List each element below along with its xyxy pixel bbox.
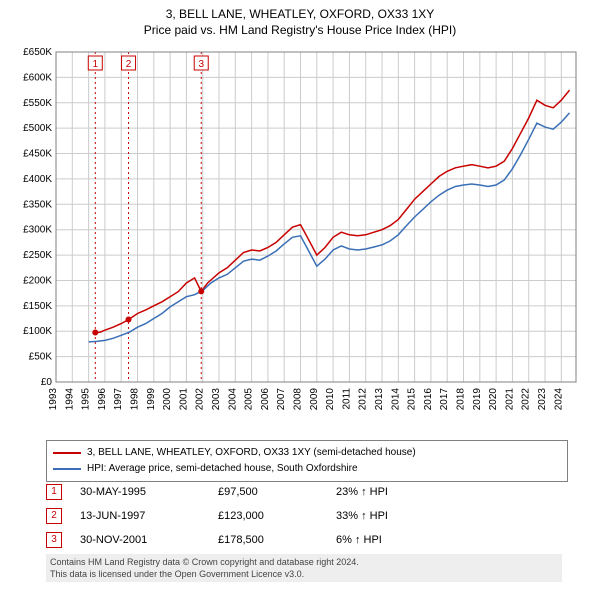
svg-text:1999: 1999 [146,388,157,411]
svg-text:2011: 2011 [341,388,352,410]
svg-text:£500K: £500K [23,123,52,134]
sale-row: 1 30-MAY-1995 £97,500 23% ↑ HPI [46,480,554,504]
svg-text:1: 1 [93,59,99,70]
legend: 3, BELL LANE, WHEATLEY, OXFORD, OX33 1XY… [46,440,568,482]
svg-text:1993: 1993 [48,388,59,411]
svg-text:1996: 1996 [97,388,108,411]
svg-text:£150K: £150K [23,301,52,312]
svg-text:1997: 1997 [113,388,124,411]
svg-text:2000: 2000 [162,388,173,411]
svg-text:1995: 1995 [81,388,92,411]
svg-text:2020: 2020 [488,388,499,411]
footer: Contains HM Land Registry data © Crown c… [46,554,562,582]
sale-diff: 23% ↑ HPI [336,486,456,498]
svg-text:£300K: £300K [23,225,52,236]
sale-date: 30-MAY-1995 [80,486,200,498]
sale-marker: 3 [46,532,62,548]
legend-swatch [53,452,81,454]
svg-text:£0: £0 [41,377,53,388]
legend-row: 3, BELL LANE, WHEATLEY, OXFORD, OX33 1XY… [53,445,561,461]
sale-diff: 6% ↑ HPI [336,534,456,546]
svg-text:2008: 2008 [293,388,304,411]
svg-text:2001: 2001 [178,388,189,411]
svg-text:2019: 2019 [472,388,483,411]
svg-text:1994: 1994 [64,388,75,411]
legend-row: HPI: Average price, semi-detached house,… [53,461,561,477]
svg-text:2013: 2013 [374,388,385,411]
svg-text:£100K: £100K [23,326,52,337]
sale-price: £178,500 [218,534,318,546]
sale-marker: 2 [46,508,62,524]
svg-text:2015: 2015 [407,388,418,411]
title-line1: 3, BELL LANE, WHEATLEY, OXFORD, OX33 1XY [0,6,600,22]
chart-area: £0 £50K £100K £150K £200K £250K £300K £350K £400… [10,44,590,434]
svg-text:2007: 2007 [276,388,287,411]
svg-text:2012: 2012 [358,388,369,411]
sale-date: 13-JUN-1997 [80,510,200,522]
svg-text:£250K: £250K [23,250,52,261]
svg-text:2003: 2003 [211,388,222,411]
sale-marker: 1 [46,484,62,500]
svg-text:2002: 2002 [195,388,206,411]
svg-text:2018: 2018 [456,388,467,411]
svg-text:2024: 2024 [553,388,564,411]
svg-text:£400K: £400K [23,174,52,185]
svg-text:2005: 2005 [244,388,255,411]
footer-line1: Contains HM Land Registry data © Crown c… [50,556,558,568]
chart-title: 3, BELL LANE, WHEATLEY, OXFORD, OX33 1XY… [0,0,600,38]
svg-text:2: 2 [126,59,132,70]
svg-text:1998: 1998 [130,388,141,411]
svg-text:2021: 2021 [504,388,515,411]
svg-text:2004: 2004 [227,388,238,411]
chart-svg: £0 £50K £100K £150K £200K £250K £300K £350K £400… [10,44,590,434]
page: 3, BELL LANE, WHEATLEY, OXFORD, OX33 1XY… [0,0,600,590]
svg-text:3: 3 [198,59,204,70]
svg-text:2022: 2022 [521,388,532,411]
svg-text:2010: 2010 [325,388,336,411]
svg-text:£550K: £550K [23,98,52,109]
svg-text:2023: 2023 [537,388,548,411]
footer-line2: This data is licensed under the Open Gov… [50,568,558,580]
title-line2: Price paid vs. HM Land Registry's House … [0,22,600,38]
svg-text:£600K: £600K [23,72,52,83]
sale-row: 3 30-NOV-2001 £178,500 6% ↑ HPI [46,528,554,552]
svg-text:2006: 2006 [260,388,271,411]
svg-text:£50K: £50K [29,352,53,363]
svg-text:£450K: £450K [23,149,52,160]
sale-diff: 33% ↑ HPI [336,510,456,522]
svg-text:£200K: £200K [23,275,52,286]
legend-label: HPI: Average price, semi-detached house,… [87,461,358,477]
legend-label: 3, BELL LANE, WHEATLEY, OXFORD, OX33 1XY… [87,445,416,461]
sale-row: 2 13-JUN-1997 £123,000 33% ↑ HPI [46,504,554,528]
legend-swatch [53,468,81,470]
sales-table: 1 30-MAY-1995 £97,500 23% ↑ HPI 2 13-JUN-1997… [46,480,554,552]
svg-text:2016: 2016 [423,388,434,411]
sale-price: £123,000 [218,510,318,522]
sale-price: £97,500 [218,486,318,498]
sale-date: 30-NOV-2001 [80,534,200,546]
svg-text:2017: 2017 [439,388,450,411]
svg-text:£650K: £650K [23,47,52,58]
svg-text:£350K: £350K [23,199,52,210]
svg-text:2009: 2009 [309,388,320,411]
svg-text:2014: 2014 [390,388,401,411]
